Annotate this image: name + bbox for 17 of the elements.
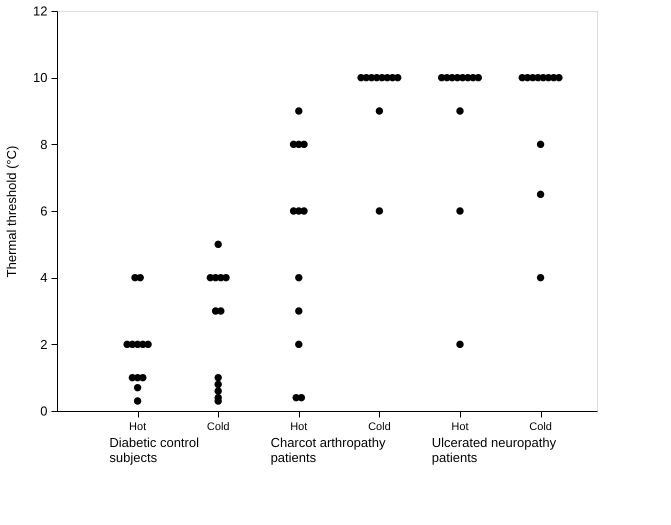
series-label: Hot xyxy=(129,421,146,433)
text: Hot xyxy=(290,421,308,433)
text: Cold xyxy=(368,421,391,433)
x-tick-label: Charcot arthropathy patients xyxy=(270,435,386,465)
y-tick-label: 12 xyxy=(33,4,48,18)
text: Hot xyxy=(451,421,469,433)
y-tick-label: 4 xyxy=(40,270,48,286)
y-tick-label: 8 xyxy=(40,136,48,152)
text: Cold xyxy=(529,421,552,433)
series-label: Cold xyxy=(206,421,230,433)
x-tick-label: Ulcerated neuropathy patients xyxy=(432,435,557,465)
y-tick-label: 0 xyxy=(40,404,48,418)
y-tick-label: 10 xyxy=(33,70,48,86)
y-axis-title: Thermal threshold (°C) xyxy=(4,146,20,278)
y-tick-label: 6 xyxy=(40,204,48,218)
y-tick-label: 2 xyxy=(40,336,48,352)
x-tick-label: Diabetic control subjects xyxy=(109,435,200,465)
